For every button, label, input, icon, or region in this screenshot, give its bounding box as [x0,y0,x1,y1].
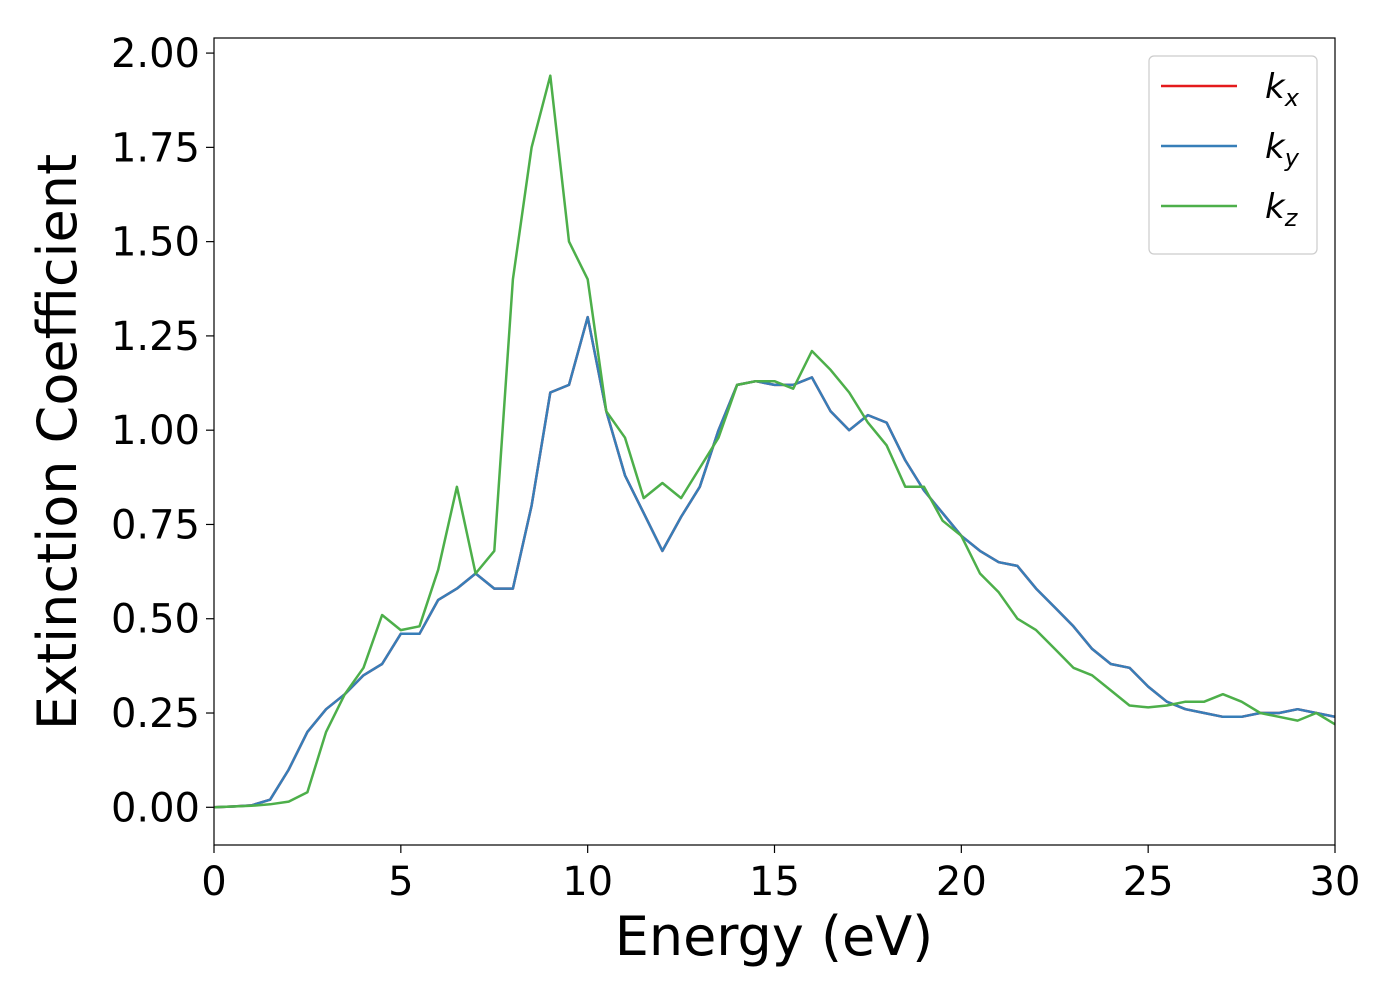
y-tick-label: 0.00 [111,785,200,831]
y-tick-label: 0.75 [111,502,200,548]
legend-label: kx [1265,67,1300,112]
plot-frame [213,37,1336,846]
y-tick-label: 1.50 [111,220,200,266]
y-tick-label: 1.00 [111,408,200,454]
x-tick-label: 5 [388,859,413,905]
x-tick-label: 30 [1310,859,1361,905]
x-tick-label: 15 [749,859,800,905]
x-tick-label: 25 [1123,859,1174,905]
legend-box [1148,55,1318,255]
x-tick-label: 10 [562,859,613,905]
y-tick-label: 0.50 [111,597,200,643]
y-tick-label: 0.25 [111,691,200,737]
x-tick-label: 20 [936,859,987,905]
x-axis-label: Energy (eV) [615,905,934,968]
line-series [214,74,1335,809]
legend-label: ky [1265,127,1300,172]
x-tick-label: 0 [201,859,226,905]
legend-label: kz [1265,187,1299,232]
y-tick-label: 2.00 [111,31,200,77]
y-axis-label: Extinction Coefficient [26,154,89,730]
y-tick-label: 1.25 [111,314,200,360]
y-tick-label: 1.75 [111,125,200,171]
line-series [214,315,1335,809]
